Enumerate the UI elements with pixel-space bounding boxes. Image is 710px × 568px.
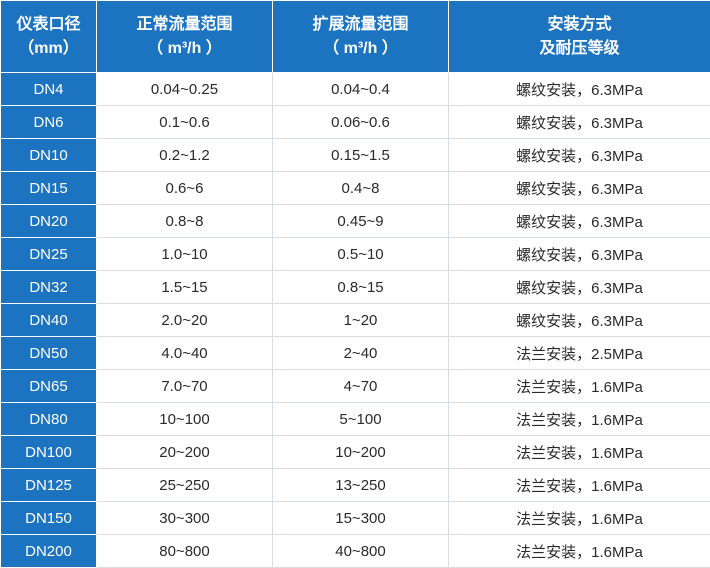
cell-installation: 螺纹安装，6.3MPa bbox=[448, 204, 710, 238]
table-header: 仪表口径 （mm） 正常流量范围 （ m³/h ） 扩展流量范围 （ m³/h … bbox=[0, 0, 710, 73]
cell-diameter: DN150 bbox=[0, 501, 97, 535]
table-row: DN6 0.1~0.6 0.06~0.6 螺纹安装，6.3MPa bbox=[0, 105, 710, 139]
cell-extended-flow: 0.5~10 bbox=[272, 237, 449, 271]
cell-extended-flow: 13~250 bbox=[272, 468, 449, 502]
cell-diameter: DN25 bbox=[0, 237, 97, 271]
header-row: 仪表口径 （mm） 正常流量范围 （ m³/h ） 扩展流量范围 （ m³/h … bbox=[0, 0, 710, 73]
cell-installation: 螺纹安装，6.3MPa bbox=[448, 72, 710, 106]
cell-installation: 法兰安装，1.6MPa bbox=[448, 435, 710, 469]
cell-installation: 螺纹安装，6.3MPa bbox=[448, 303, 710, 337]
cell-diameter: DN6 bbox=[0, 105, 97, 139]
cell-normal-flow: 20~200 bbox=[96, 435, 273, 469]
table-row: DN80 10~100 5~100 法兰安装，1.6MPa bbox=[0, 402, 710, 436]
cell-extended-flow: 0.06~0.6 bbox=[272, 105, 449, 139]
cell-extended-flow: 15~300 bbox=[272, 501, 449, 535]
table-row: DN50 4.0~40 2~40 法兰安装，2.5MPa bbox=[0, 336, 710, 370]
header-extended-line1: 扩展流量范围 bbox=[312, 15, 409, 33]
cell-diameter: DN40 bbox=[0, 303, 97, 337]
table-row: DN200 80~800 40~800 法兰安装，1.6MPa bbox=[0, 534, 710, 568]
cell-normal-flow: 25~250 bbox=[96, 468, 273, 502]
header-normal-line2: （ m³/h ） bbox=[147, 39, 222, 57]
cell-installation: 法兰安装，1.6MPa bbox=[448, 501, 710, 535]
cell-extended-flow: 0.15~1.5 bbox=[272, 138, 449, 172]
cell-extended-flow: 2~40 bbox=[272, 336, 449, 370]
table-row: DN40 2.0~20 1~20 螺纹安装，6.3MPa bbox=[0, 303, 710, 337]
cell-extended-flow: 0.4~8 bbox=[272, 171, 449, 205]
cell-extended-flow: 0.8~15 bbox=[272, 270, 449, 304]
cell-extended-flow: 0.45~9 bbox=[272, 204, 449, 238]
header-normal-line1: 正常流量范围 bbox=[136, 15, 233, 33]
table-row: DN150 30~300 15~300 法兰安装，1.6MPa bbox=[0, 501, 710, 535]
header-diameter-line1: 仪表口径 bbox=[16, 15, 81, 33]
cell-installation: 螺纹安装，6.3MPa bbox=[448, 270, 710, 304]
cell-normal-flow: 10~100 bbox=[96, 402, 273, 436]
cell-diameter: DN125 bbox=[0, 468, 97, 502]
cell-extended-flow: 0.04~0.4 bbox=[272, 72, 449, 106]
cell-diameter: DN20 bbox=[0, 204, 97, 238]
header-install-line1: 安装方式 bbox=[547, 15, 612, 33]
cell-extended-flow: 10~200 bbox=[272, 435, 449, 469]
header-install-line2: 及耐压等级 bbox=[539, 39, 620, 57]
cell-normal-flow: 7.0~70 bbox=[96, 369, 273, 403]
table-row: DN4 0.04~0.25 0.04~0.4 螺纹安装，6.3MPa bbox=[0, 72, 710, 106]
cell-extended-flow: 40~800 bbox=[272, 534, 449, 568]
cell-extended-flow: 5~100 bbox=[272, 402, 449, 436]
cell-normal-flow: 0.04~0.25 bbox=[96, 72, 273, 106]
table-row: DN10 0.2~1.2 0.15~1.5 螺纹安装，6.3MPa bbox=[0, 138, 710, 172]
cell-installation: 螺纹安装，6.3MPa bbox=[448, 237, 710, 271]
cell-installation: 法兰安装，1.6MPa bbox=[448, 468, 710, 502]
cell-diameter: DN65 bbox=[0, 369, 97, 403]
cell-diameter: DN4 bbox=[0, 72, 97, 106]
cell-installation: 螺纹安装，6.3MPa bbox=[448, 138, 710, 172]
cell-normal-flow: 1.0~10 bbox=[96, 237, 273, 271]
cell-normal-flow: 2.0~20 bbox=[96, 303, 273, 337]
cell-extended-flow: 4~70 bbox=[272, 369, 449, 403]
table-row: DN32 1.5~15 0.8~15 螺纹安装，6.3MPa bbox=[0, 270, 710, 304]
table-row: DN125 25~250 13~250 法兰安装，1.6MPa bbox=[0, 468, 710, 502]
table-body: DN4 0.04~0.25 0.04~0.4 螺纹安装，6.3MPa DN6 0.1~0.… bbox=[0, 72, 710, 568]
cell-diameter: DN15 bbox=[0, 171, 97, 205]
table-row: DN100 20~200 10~200 法兰安装，1.6MPa bbox=[0, 435, 710, 469]
header-cell-installation: 安装方式 及耐压等级 bbox=[448, 0, 710, 73]
cell-normal-flow: 0.1~0.6 bbox=[96, 105, 273, 139]
cell-diameter: DN80 bbox=[0, 402, 97, 436]
cell-diameter: DN200 bbox=[0, 534, 97, 568]
cell-diameter: DN50 bbox=[0, 336, 97, 370]
header-cell-extended-flow: 扩展流量范围 （ m³/h ） bbox=[272, 0, 449, 73]
cell-normal-flow: 30~300 bbox=[96, 501, 273, 535]
header-extended-line2: （ m³/h ） bbox=[323, 39, 398, 57]
cell-installation: 法兰安装，2.5MPa bbox=[448, 336, 710, 370]
cell-diameter: DN32 bbox=[0, 270, 97, 304]
cell-installation: 螺纹安装，6.3MPa bbox=[448, 171, 710, 205]
header-cell-diameter: 仪表口径 （mm） bbox=[0, 0, 97, 73]
cell-diameter: DN10 bbox=[0, 138, 97, 172]
table-row: DN65 7.0~70 4~70 法兰安装，1.6MPa bbox=[0, 369, 710, 403]
cell-installation: 法兰安装，1.6MPa bbox=[448, 402, 710, 436]
cell-normal-flow: 0.8~8 bbox=[96, 204, 273, 238]
cell-extended-flow: 1~20 bbox=[272, 303, 449, 337]
table-row: DN15 0.6~6 0.4~8 螺纹安装，6.3MPa bbox=[0, 171, 710, 205]
cell-installation: 法兰安装，1.6MPa bbox=[448, 534, 710, 568]
cell-installation: 法兰安装，1.6MPa bbox=[448, 369, 710, 403]
cell-normal-flow: 1.5~15 bbox=[96, 270, 273, 304]
header-cell-normal-flow: 正常流量范围 （ m³/h ） bbox=[96, 0, 273, 73]
cell-normal-flow: 80~800 bbox=[96, 534, 273, 568]
cell-diameter: DN100 bbox=[0, 435, 97, 469]
cell-normal-flow: 0.2~1.2 bbox=[96, 138, 273, 172]
cell-installation: 螺纹安装，6.3MPa bbox=[448, 105, 710, 139]
cell-normal-flow: 4.0~40 bbox=[96, 336, 273, 370]
table-row: DN25 1.0~10 0.5~10 螺纹安装，6.3MPa bbox=[0, 237, 710, 271]
header-diameter-line2: （mm） bbox=[18, 39, 79, 57]
cell-normal-flow: 0.6~6 bbox=[96, 171, 273, 205]
table-row: DN20 0.8~8 0.45~9 螺纹安装，6.3MPa bbox=[0, 204, 710, 238]
